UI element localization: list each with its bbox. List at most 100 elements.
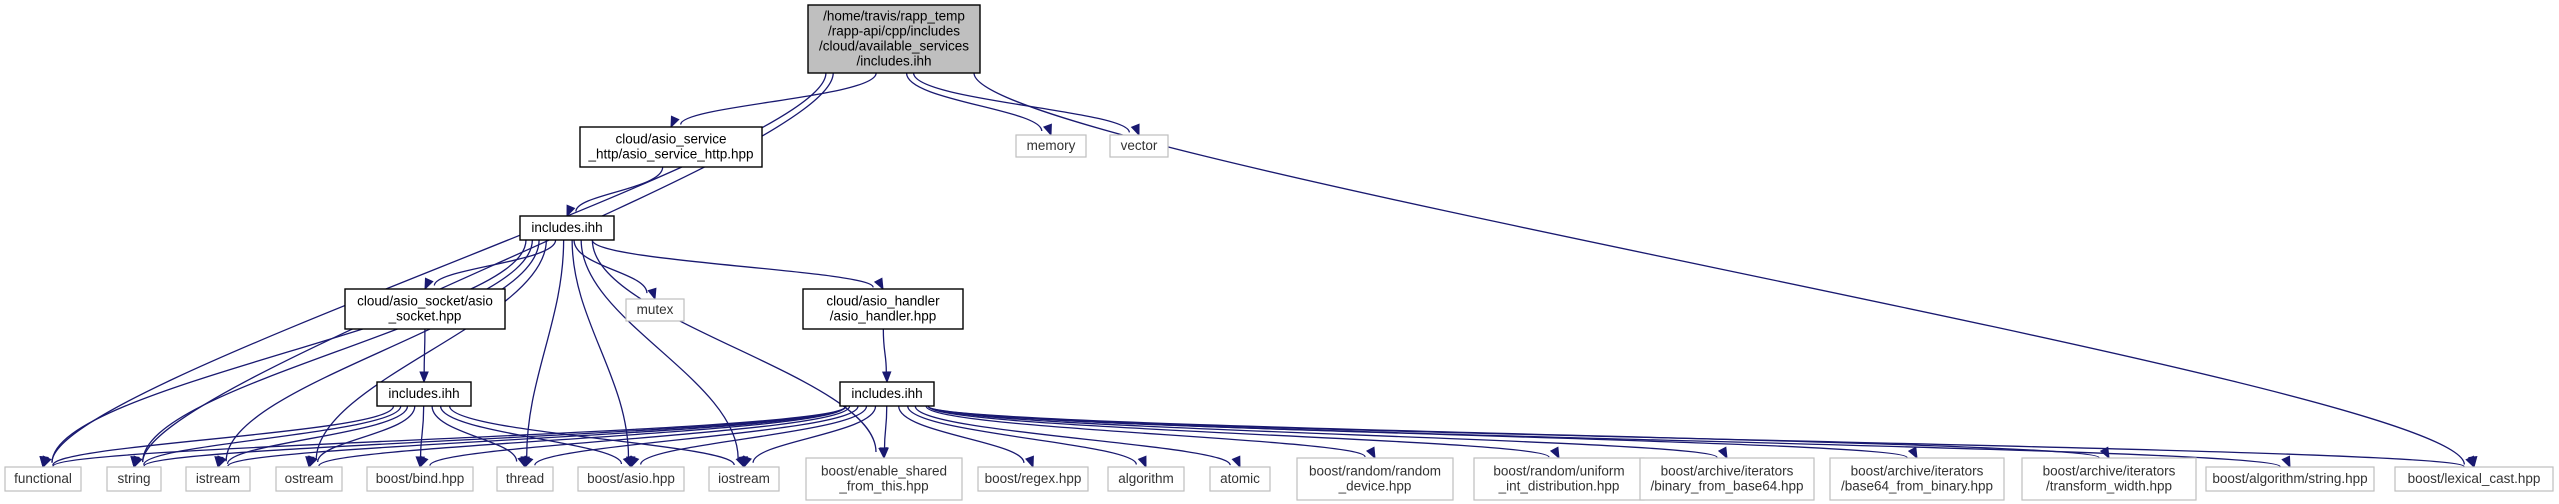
node-label-line: istream (196, 471, 240, 486)
edge-line (439, 405, 623, 465)
edge-line (534, 405, 859, 466)
edge-inc2-to-mutex (573, 239, 657, 301)
node-box (1015, 134, 1087, 158)
edge-inc4-to-istream (217, 405, 847, 469)
edge-arrowhead (42, 455, 52, 469)
node-box (1209, 466, 1271, 492)
nodes-layer: /home/travis/rapp_temp/rapp-api/cpp/incl… (4, 4, 2554, 501)
node-label-line: _http/asio_service_http.hpp (587, 147, 753, 162)
node-box (2394, 466, 2554, 492)
edge-inc4-to-thread (524, 405, 859, 469)
edge-socket-to-inc3 (419, 328, 429, 384)
node-box (344, 288, 506, 330)
edge-line (898, 405, 1025, 464)
node-handler[interactable]: cloud/asio_handler/asio_handler.hpp (802, 288, 964, 330)
node-root[interactable]: /home/travis/rapp_temp/rapp-api/cpp/incl… (807, 4, 981, 74)
edge-arrowhead (647, 287, 657, 301)
edge-arrowhead (1549, 446, 1560, 460)
node-label-line: iostream (718, 471, 770, 486)
edge-inc3-to-string (133, 405, 402, 469)
node-label-line: functional (14, 471, 72, 486)
node-label-line: /home/travis/rapp_temp (823, 9, 965, 24)
node-label-line: boost/algorithm/string.hpp (2212, 471, 2367, 486)
node-inc2[interactable]: includes.ihh (519, 215, 615, 241)
node-box (579, 126, 763, 168)
node-box (1107, 466, 1185, 492)
node-label-line: cloud/asio_handler (826, 294, 940, 309)
edge-svc_http-to-inc2 (566, 166, 664, 218)
edge-line (925, 405, 1366, 458)
node-label-line: /cloud/available_services (819, 39, 969, 54)
node-binfrom64: boost/archive/iterators/binary_from_base… (1639, 457, 1815, 501)
edge-line (575, 166, 664, 212)
edge-arrowhead (879, 447, 889, 460)
node-b64frombin: boost/archive/iterators/base64_from_bina… (1829, 457, 2005, 501)
node-esft: boost/enable_shared_from_this.hpp (805, 457, 963, 501)
node-uniform: boost/random/uniform_int_distribution.hp… (1473, 457, 1645, 501)
edge-inc4-to-bind (419, 405, 851, 469)
edge-line (927, 405, 1718, 458)
node-box (977, 466, 1089, 492)
node-label-line: algorithm (1118, 471, 1174, 486)
edge-arrowhead (882, 371, 892, 384)
node-regex: boost/regex.hpp (977, 466, 1089, 492)
edge-arrowhead (524, 455, 534, 469)
edge-inc4-to-string (133, 405, 847, 469)
edge-line (143, 405, 847, 467)
edge-line (429, 405, 851, 467)
node-inc3[interactable]: includes.ihh (376, 381, 472, 407)
edge-line (526, 239, 565, 458)
node-box (805, 457, 963, 501)
edge-line (905, 72, 1043, 132)
node-asio: boost/asio.hpp (577, 466, 685, 492)
node-iostream: iostream (708, 466, 780, 492)
edge-inc4-to-randdev (925, 405, 1376, 460)
node-label-line: string (117, 471, 150, 486)
node-label-line: boost/asio.hpp (587, 471, 675, 486)
edge-arrowhead (1042, 123, 1052, 137)
edge-line (225, 239, 540, 462)
node-label-line: atomic (1220, 471, 1260, 486)
edge-line (318, 405, 847, 467)
edge-inc4-to-iostream (743, 405, 877, 469)
node-algorithm: algorithm (1107, 466, 1185, 492)
node-label-line: /asio_handler.hpp (830, 309, 937, 324)
node-algostring: boost/algorithm/string.hpp (2205, 466, 2375, 492)
edge-line (882, 328, 887, 373)
edge-line (423, 328, 426, 373)
node-box (366, 466, 474, 492)
node-box (496, 466, 554, 492)
node-box (1109, 134, 1169, 158)
edge-line (914, 405, 1231, 466)
node-box (807, 4, 981, 74)
node-inc4[interactable]: includes.ihh (839, 381, 935, 407)
node-label-line: thread (506, 471, 544, 486)
edge-inc4-to-esft (879, 405, 889, 460)
edge-line (907, 405, 1137, 465)
node-label-line: _from_this.hpp (838, 479, 928, 494)
edge-inc4-to-lexcast (927, 405, 2475, 469)
node-label-line: /binary_from_base64.hpp (1650, 479, 1803, 494)
node-label-line: cloud/asio_service (615, 132, 726, 147)
node-label-line: _int_distribution.hpp (1498, 479, 1620, 494)
node-box (1829, 457, 2005, 501)
edge-inc2-to-handler (591, 239, 884, 291)
edge-inc4-to-algorithm (907, 405, 1147, 469)
node-mutex: mutex (625, 298, 685, 322)
node-label-line: mutex (637, 302, 674, 317)
node-svc_http[interactable]: cloud/asio_service_http/asio_service_htt… (579, 126, 763, 168)
edge-line (580, 239, 739, 459)
edge-line (227, 405, 847, 467)
edge-line (927, 405, 2281, 468)
edge-line (591, 239, 874, 288)
edge-inc4-to-ostream (308, 405, 847, 469)
node-box (577, 466, 685, 492)
node-label-line: /rapp-api/cpp/includes (828, 24, 960, 39)
edge-inc4-to-atomic (914, 405, 1241, 469)
edge-arrowhead (419, 371, 429, 384)
edge-arrowhead (2281, 455, 2291, 469)
node-socket[interactable]: cloud/asio_socket/asio_socket.hpp (344, 288, 506, 330)
node-box (1639, 457, 1815, 501)
edge-arrowhead (2465, 455, 2475, 469)
